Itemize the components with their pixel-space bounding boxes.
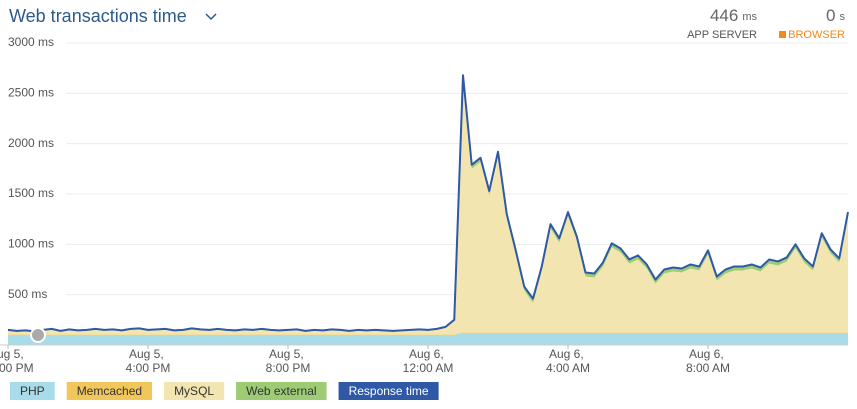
legend-label: Response time (349, 384, 429, 398)
legend-item: PHP (10, 382, 55, 400)
y-tick-label: 2500 ms (8, 86, 54, 100)
x-tick-label: Aug 6, 4:00 AM (546, 347, 590, 375)
area (8, 79, 848, 335)
legend-item: Memcached (66, 382, 153, 400)
browser-number: 0 (826, 6, 835, 25)
chart-title: Web transactions time (9, 6, 187, 26)
legend-label: PHP (20, 384, 45, 398)
legend-label: Web external (246, 384, 316, 398)
plot-area: 500 ms 1000 ms 1500 ms 2000 ms 2500 ms 3000 m… (0, 35, 849, 375)
legend-swatch (164, 382, 225, 400)
scroll-handle (30, 327, 46, 343)
y-tick-label: 3000 ms (8, 35, 54, 49)
x-tick-label: Aug 6, 8:00 AM (686, 347, 730, 375)
line (7, 74, 849, 333)
app-server-label: APP SERVER (687, 29, 757, 41)
legend-swatch (10, 382, 55, 400)
browser-unit: s (840, 11, 846, 23)
browser-swatch (779, 31, 786, 38)
browser-label: BROWSER (788, 29, 845, 41)
app-server-number: 446 (710, 6, 738, 25)
legend-label: Memcached (77, 384, 142, 398)
legend-item: Response time (338, 382, 439, 400)
legend-swatch (338, 382, 439, 400)
legend-swatch (236, 382, 327, 400)
legend-label: MySQL (174, 384, 214, 398)
app-server-unit: ms (742, 11, 757, 23)
legend-item: Web external (236, 382, 327, 400)
area (8, 332, 848, 345)
y-tick-label: 500 ms (8, 287, 47, 301)
y-tick-label: 2000 ms (8, 136, 54, 150)
x-tick-label: Aug 5, 12:00 PM (0, 347, 34, 375)
x-tick-label: Aug 5, 8:00 PM (266, 347, 311, 375)
app-server-value: 446 ms (710, 6, 758, 25)
legend-item: MySQL (164, 382, 225, 400)
title-chevron[interactable] (205, 13, 217, 21)
y-tick-label: 1000 ms (8, 237, 54, 251)
x-tick-label: Aug 6, 12:00 AM (403, 347, 454, 375)
legend-swatch (66, 382, 153, 400)
x-tick-label: Aug 5, 4:00 PM (126, 347, 171, 375)
y-tick-label: 1500 ms (8, 186, 54, 200)
area (8, 332, 848, 335)
